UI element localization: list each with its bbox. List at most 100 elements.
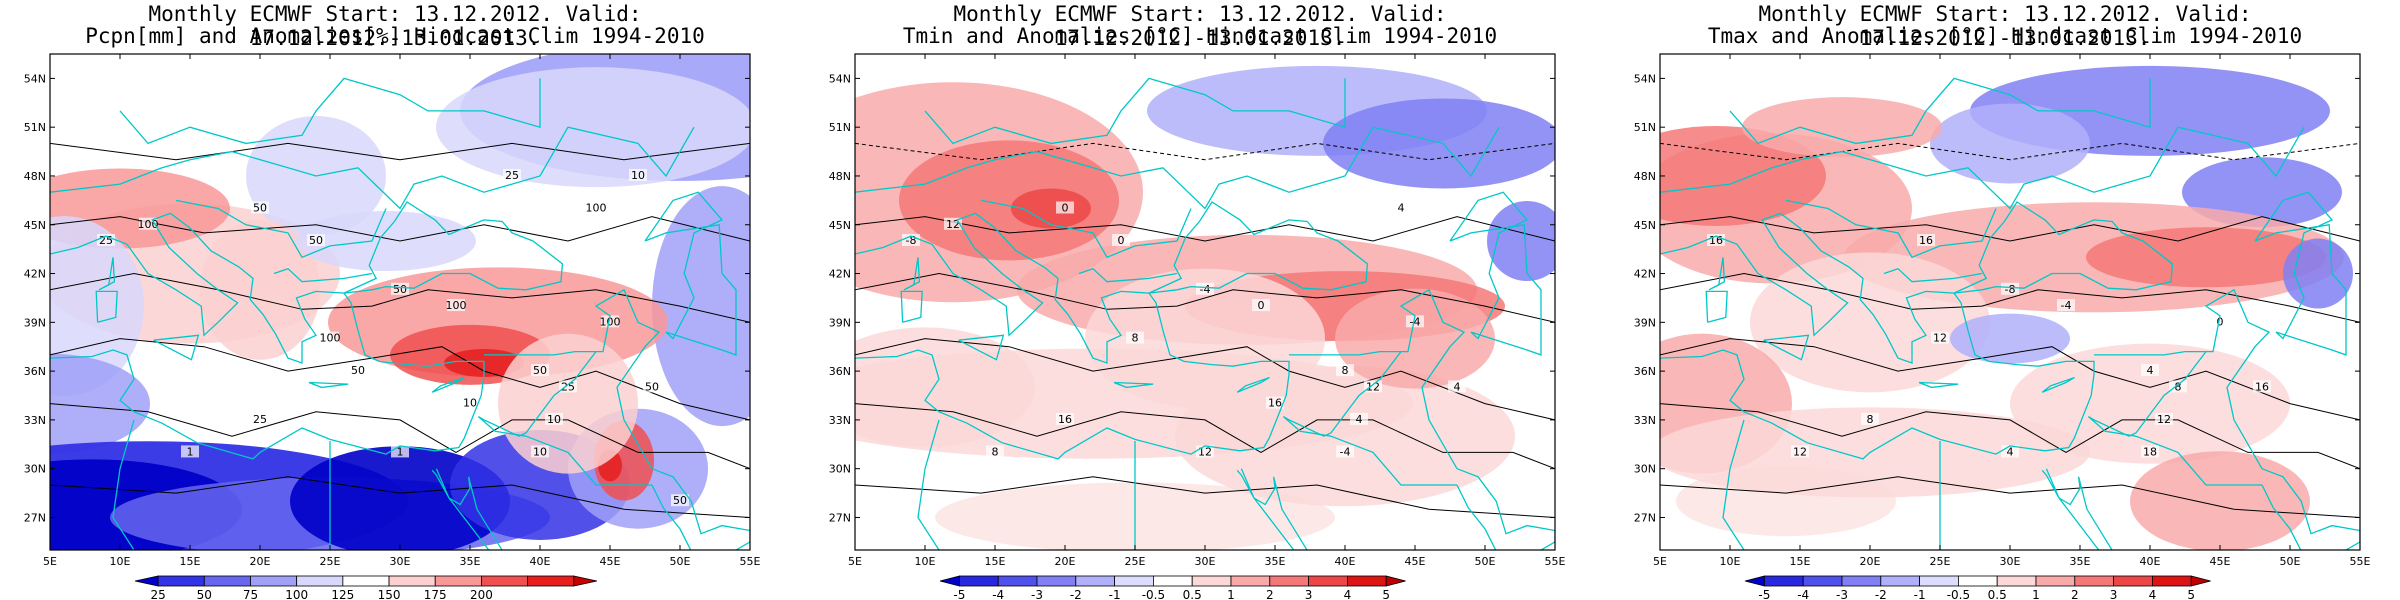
lon-label: 35E	[1265, 555, 1286, 568]
colorbar-segment	[1802, 575, 1843, 587]
lon-label: 15E	[180, 555, 201, 568]
colorbar-segment	[939, 575, 960, 587]
contour-label: 50	[645, 380, 659, 393]
lon-label: 25E	[1125, 555, 1146, 568]
colorbar-label: -4	[1797, 588, 1809, 600]
anomaly-blob	[1011, 188, 1091, 229]
anomaly-blob	[855, 327, 1035, 448]
lat-label: 33N	[1634, 414, 1656, 427]
contour-label: 12	[1198, 445, 1212, 458]
lon-label: 5E	[1653, 555, 1667, 568]
panel-title-line1: Monthly ECMWF Start: 13.12.2012. Valid: …	[148, 2, 642, 50]
colorbar-label: 150	[378, 588, 401, 600]
contour-line	[50, 142, 750, 161]
anomaly-blob	[2086, 227, 2326, 288]
coastline	[1330, 435, 1457, 486]
colorbar-label: 200	[470, 588, 493, 600]
contour-label: -8	[2005, 283, 2016, 296]
anomaly-blob	[1950, 313, 2070, 364]
contour-label: 4	[1454, 380, 1461, 393]
panel-title-line2: Tmin and Anomalies [°C] Hindcast Clim 19…	[902, 24, 1498, 48]
colorbar: -5 -4 -3 -2 -1 -0.5 0.5 1 2 3 4 5	[939, 575, 1406, 600]
lat-label: 54N	[24, 72, 46, 85]
lon-label: 45E	[600, 555, 621, 568]
colorbar-segment	[1347, 575, 1387, 587]
colorbar-segment	[1036, 575, 1077, 587]
colorbar-label: -0.5	[1142, 588, 1165, 600]
lon-label: 45E	[1405, 555, 1426, 568]
colorbar-segment	[1230, 575, 1271, 587]
coastline	[308, 381, 349, 389]
anomaly-blob	[2130, 451, 2310, 550]
lon-label: 30E	[1195, 555, 1216, 568]
lat-label: 30N	[1634, 463, 1656, 476]
colorbar-label: -5	[953, 588, 965, 600]
coastlines	[855, 77, 1555, 550]
coastline	[119, 77, 541, 145]
contour-label: 100	[586, 201, 607, 214]
coastline	[431, 468, 503, 550]
contour-label: -8	[906, 234, 917, 247]
coastline	[2087, 416, 2137, 437]
contour-label: 100	[446, 299, 467, 312]
colorbar-segment	[1308, 575, 1348, 587]
colorbar-segment	[434, 575, 482, 587]
coastline	[1883, 267, 1983, 283]
colorbar-label: 2	[2071, 588, 2079, 600]
contour-label: 25	[253, 413, 267, 426]
coastline	[431, 376, 465, 393]
contour-line	[50, 403, 750, 470]
coastline	[1939, 441, 1941, 550]
panel-precipitation: Monthly ECMWF Start: 13.12.2012. Valid: …	[0, 0, 790, 600]
coastline	[644, 191, 737, 356]
contour-label: 1	[397, 445, 404, 458]
contour-line	[1660, 142, 2360, 161]
lon-label: 10E	[915, 555, 936, 568]
contour-label: 8	[992, 445, 999, 458]
colorbar-segment	[2074, 575, 2114, 587]
colorbar-label: 1	[2032, 588, 2040, 600]
coastlines	[1660, 77, 2360, 550]
coastline	[1236, 468, 1308, 550]
coastline	[1729, 77, 2151, 145]
coastline	[95, 290, 118, 323]
contour-label: 50	[351, 364, 365, 377]
contour-line	[855, 272, 1555, 323]
lat-label: 27N	[1634, 511, 1656, 524]
contour-line	[855, 403, 1555, 470]
colorbar-label: 4	[2149, 588, 2157, 600]
contour-label: 50	[393, 283, 407, 296]
coastline	[1282, 416, 1332, 437]
coastline	[1288, 351, 1402, 437]
contour-label: 16	[1268, 397, 1282, 410]
lat-label: 42N	[829, 268, 851, 281]
colorbar-segment	[1385, 575, 1406, 587]
contour-label: 50	[253, 201, 267, 214]
panel-title-line2: Tmax and Anomalies [°C] Hindcast Clim 19…	[1707, 24, 2303, 48]
coastline	[477, 416, 527, 437]
lat-label: 30N	[24, 463, 46, 476]
contour-line	[855, 476, 1555, 518]
colorbar-segment	[1191, 575, 1232, 587]
colorbar-label: 5	[1382, 588, 1390, 600]
colorbar-label: -0.5	[1947, 588, 1970, 600]
colorbar-segment	[481, 575, 529, 587]
contour-label: 50	[309, 234, 323, 247]
coastline	[1763, 334, 1810, 361]
lon-label: 25E	[1930, 555, 1951, 568]
coastline	[153, 334, 200, 361]
lat-label: 39N	[829, 316, 851, 329]
colorbar-segment	[1996, 575, 2037, 587]
lon-label: 10E	[1720, 555, 1741, 568]
anomaly-blob	[200, 219, 320, 360]
coastline	[1236, 376, 1270, 393]
contour-label: 100	[600, 315, 621, 328]
contour-labels: -4 0 -4 8 12 4 8 0 -8 -4 4 8 12 16 16 12 4 0	[902, 201, 1466, 458]
contour-label: 4	[2147, 364, 2154, 377]
anomaly-blob	[1487, 201, 1555, 282]
anomaly-blob	[1323, 98, 1555, 189]
lon-label: 35E	[2070, 555, 2091, 568]
